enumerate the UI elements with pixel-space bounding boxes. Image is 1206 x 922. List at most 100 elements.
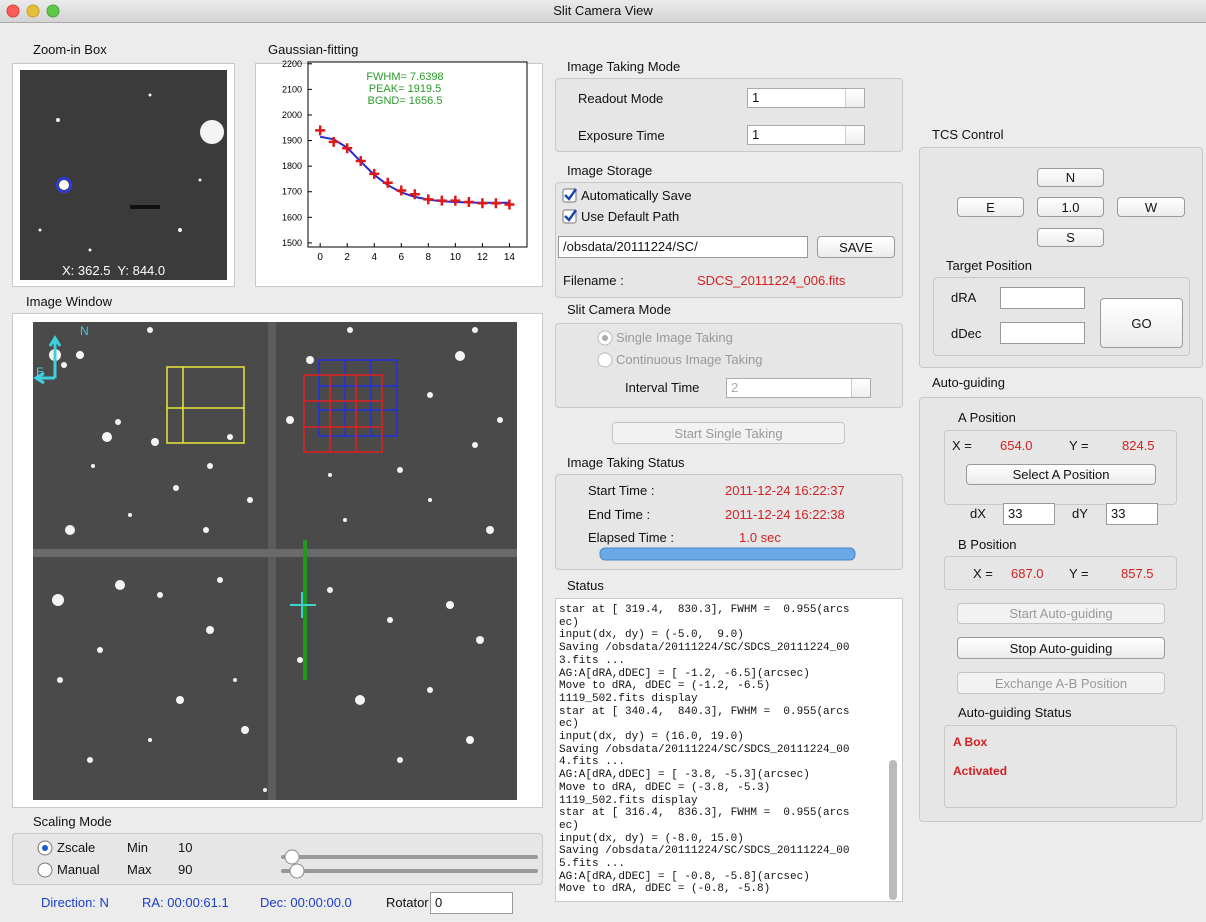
slider-knob[interactable]	[285, 850, 299, 864]
a-x: 654.0	[1000, 438, 1033, 454]
star	[472, 327, 478, 333]
y-tick-label: 1700	[282, 187, 302, 197]
zoom-image	[20, 70, 227, 280]
app-window: Slit Camera View NE150016001700180019002…	[0, 0, 1206, 922]
zoom-title: Zoom-in Box	[33, 42, 107, 58]
start-label: Start Time :	[588, 483, 654, 499]
max-label: Max	[127, 862, 152, 878]
ag-status: A Box	[953, 734, 987, 750]
y-tick-label: 1800	[282, 161, 302, 171]
radio-dot	[42, 845, 48, 851]
dx-input[interactable]: 33	[1003, 503, 1055, 525]
star	[397, 757, 403, 763]
log-line: ec)	[559, 718, 579, 731]
interval-select[interactable]: 2	[726, 378, 871, 398]
x-tick-label: 6	[398, 252, 404, 263]
button-stop-ag[interactable]: Stop Auto-guiding	[957, 637, 1165, 659]
star	[176, 696, 184, 704]
star	[427, 392, 433, 398]
radio[interactable]	[38, 863, 52, 877]
button-east[interactable]: E	[957, 197, 1024, 217]
ra: RA: 00:00:61.1	[142, 895, 229, 911]
star	[217, 577, 223, 583]
star	[61, 362, 67, 368]
elapsed: 1.0 sec	[739, 530, 781, 546]
radio[interactable]	[598, 353, 612, 367]
star	[128, 513, 132, 517]
compass-east: E	[36, 365, 44, 379]
exposure-select[interactable]: 1	[747, 125, 865, 145]
button-west[interactable]: W	[1117, 197, 1185, 217]
ag-status: Activated	[953, 763, 1007, 779]
star	[157, 592, 163, 598]
log-line: 1119_502.fits display	[559, 795, 698, 808]
dark-streak	[130, 205, 160, 209]
quad-split-h	[33, 549, 517, 557]
star	[115, 419, 121, 425]
ag-title: Auto-guiding	[932, 375, 1005, 391]
continuous-label: Continuous Image Taking	[616, 352, 762, 368]
star	[65, 525, 75, 535]
button-south[interactable]: S	[1037, 228, 1104, 247]
slider-knob[interactable]	[290, 864, 304, 878]
slit-title: Slit Camera Mode	[567, 302, 671, 318]
y-tick-label: 2000	[282, 110, 302, 120]
star	[428, 498, 432, 502]
gauss-title: Gaussian-fitting	[268, 42, 358, 58]
button-start-single[interactable]: Start Single Taking	[612, 422, 845, 444]
star	[297, 657, 303, 663]
star	[233, 678, 237, 682]
star	[343, 518, 347, 522]
button-north[interactable]: N	[1037, 168, 1104, 187]
star	[327, 587, 333, 593]
end-label: End Time :	[588, 507, 650, 523]
button-save[interactable]: SAVE	[817, 236, 895, 258]
zoom-marker-core	[59, 180, 69, 190]
star	[472, 442, 478, 448]
log-line: AG:A[dRA,dDEC] = [ -0.8, -5.8](arcsec)	[559, 871, 810, 884]
button-go[interactable]: GO	[1100, 298, 1183, 348]
path-input[interactable]: /obsdata/20111224/SC/	[558, 236, 808, 258]
star	[147, 327, 153, 333]
ddec-input[interactable]	[1000, 322, 1085, 344]
log-line: Move to dRA, dDEC = (-3.8, -5.3)	[559, 782, 770, 795]
elapsed-label: Elapsed Time :	[588, 530, 674, 546]
star	[397, 467, 403, 473]
b-x: 687.0	[1011, 566, 1044, 582]
b-x-label: X =	[973, 566, 993, 582]
star	[151, 438, 159, 446]
log-line: input(dx, dy) = (-8.0, 15.0)	[559, 833, 744, 846]
dy-input[interactable]: 33	[1106, 503, 1158, 525]
dra-input[interactable]	[1000, 287, 1085, 309]
log-line: 5.fits ...	[559, 858, 625, 871]
b-y: 857.5	[1121, 566, 1154, 582]
star	[200, 120, 224, 144]
mode-title: Image Taking Mode	[567, 59, 680, 75]
status-title: Image Taking Status	[567, 455, 685, 471]
star	[476, 636, 484, 644]
button-exchange[interactable]: Exchange A-B Position	[957, 672, 1165, 694]
star	[328, 473, 332, 477]
button-step[interactable]: 1.0	[1037, 197, 1104, 217]
button-select-a[interactable]: Select A Position	[966, 464, 1156, 485]
button-start-ag[interactable]: Start Auto-guiding	[957, 603, 1165, 624]
log-line: Saving /obsdata/20111224/SC/SDCS_2011122…	[559, 744, 849, 757]
rotator-input[interactable]: 0	[430, 892, 513, 914]
readout-select[interactable]: 1	[747, 88, 865, 108]
ag-status-title: Auto-guiding Status	[958, 705, 1071, 721]
x-tick-label: 8	[426, 252, 432, 263]
y-tick-label: 1600	[282, 212, 302, 222]
star	[455, 351, 465, 361]
star	[446, 601, 454, 609]
filename: SDCS_20111224_006.fits	[697, 273, 845, 289]
max-value: 90	[178, 862, 192, 878]
log-line: AG:A[dRA,dDEC] = [ -1.2, -6.5](arcsec)	[559, 668, 810, 681]
x-tick-label: 10	[450, 252, 462, 263]
log-line: star at [ 319.4, 830.3], FWHM = 0.955(ar…	[559, 604, 849, 617]
default-path-label: Use Default Path	[581, 209, 679, 225]
ddec-label: dDec	[951, 326, 981, 342]
star	[57, 677, 63, 683]
log-line: ec)	[559, 820, 579, 833]
star	[203, 527, 209, 533]
star	[206, 626, 214, 634]
